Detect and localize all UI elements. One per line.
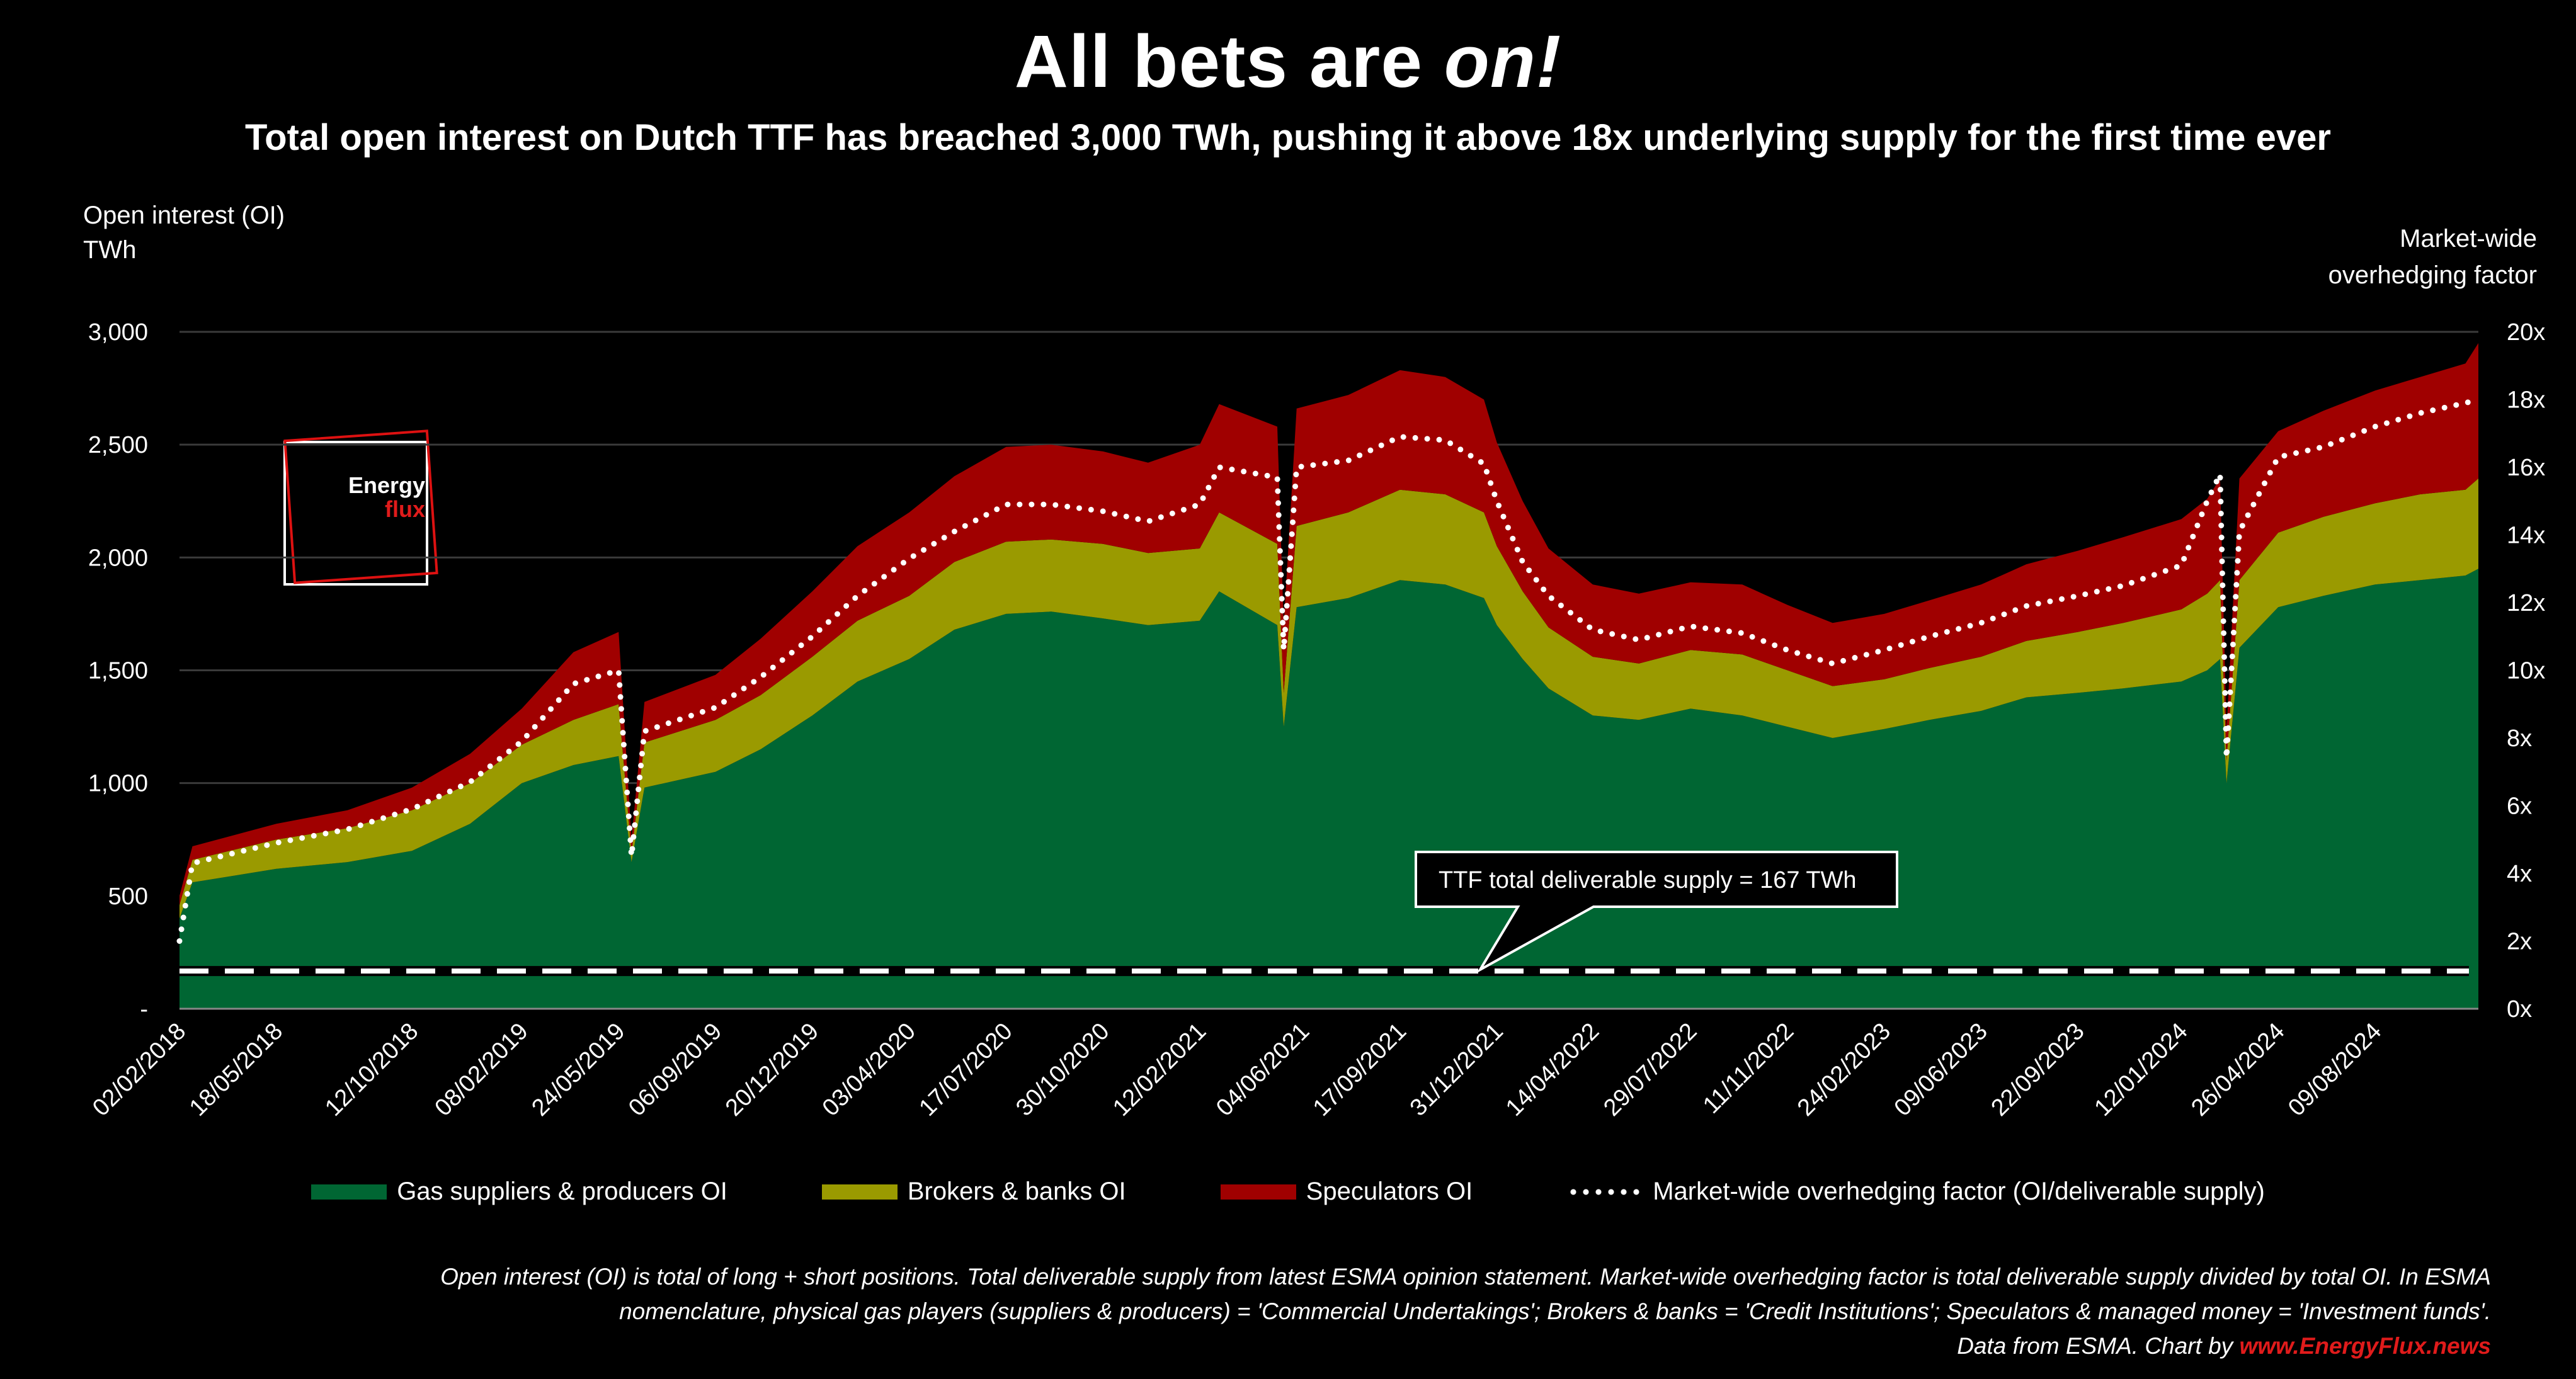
legend-item-gas: Gas suppliers & producers OI (311, 1178, 727, 1206)
legend-swatch (1220, 1184, 1296, 1200)
x-tick-label: 11/11/2022 (1698, 1018, 1799, 1119)
chart-plot: - 500 1,000 1,500 2,000 2,500 3,000 0x 2x 4x 6x 8x… (83, 201, 2545, 1121)
x-tick-label: 06/09/2019 (624, 1018, 727, 1121)
y-tick-label: 1,000 (88, 771, 148, 797)
chart-title: All bets are on! (1014, 20, 1562, 103)
x-tick-label: 09/08/2024 (2283, 1018, 2386, 1121)
y2-tick-label: 12x (2507, 590, 2545, 616)
stacked-areas (180, 343, 2478, 1010)
y-axis-label: Open interest (OI) (83, 201, 285, 229)
x-tick-label: 17/07/2020 (915, 1018, 1018, 1121)
y2-axis-label: Market-wide (2400, 225, 2537, 253)
legend-item-factor: Market-wide overhedging factor (OI/deliv… (1567, 1178, 2265, 1206)
y2-tick-label: 6x (2507, 793, 2532, 820)
legend-item-brokers: Brokers & banks OI (821, 1178, 1126, 1206)
y2-axis-label-2: overhedging factor (2328, 261, 2537, 289)
y2-tick-label: 10x (2507, 658, 2545, 684)
y-axis-unit: TWh (83, 236, 136, 264)
y2-tick-label: 4x (2507, 861, 2532, 887)
y2-tick-label: 14x (2507, 523, 2545, 549)
y2-tick-label: 18x (2507, 387, 2545, 414)
y2-tick-label: 2x (2507, 929, 2532, 955)
legend-item-spec: Speculators OI (1220, 1178, 1473, 1206)
y2-tick-label: 8x (2507, 725, 2532, 752)
y-tick-label: 2,000 (88, 545, 148, 571)
legend: Gas suppliers & producers OI Brokers & b… (0, 1178, 2576, 1206)
y-tick-label: 2,500 (88, 432, 148, 458)
x-tick-label: 20/12/2019 (721, 1018, 824, 1121)
y2-axis-ticks: 0x 2x 4x 6x 8x 10x 12x 14x 16x 18x 20x (2507, 319, 2545, 1023)
energyflux-logo: Energy flux (283, 429, 438, 589)
x-tick-label: 31/12/2021 (1405, 1018, 1508, 1121)
legend-swatch (311, 1184, 387, 1200)
x-tick-label: 12/01/2024 (2090, 1018, 2193, 1121)
x-tick-label: 08/02/2019 (430, 1018, 533, 1121)
x-tick-label: 12/02/2021 (1108, 1018, 1211, 1121)
x-tick-label: 09/06/2023 (1889, 1018, 1993, 1121)
x-tick-label: 30/10/2020 (1011, 1018, 1114, 1121)
overhedging-factor-series (176, 397, 2482, 944)
area-brokers (180, 478, 2478, 919)
area-spec (180, 343, 2478, 905)
y-axis-ticks: - 500 1,000 1,500 2,000 2,500 3,000 (88, 319, 148, 1023)
y2-tick-label: 0x (2507, 996, 2532, 1023)
x-tick-label: 29/07/2022 (1599, 1018, 1702, 1121)
x-tick-label: 18/05/2018 (185, 1018, 288, 1121)
x-tick-label: 17/09/2021 (1308, 1018, 1411, 1121)
annotation-text: TTF total deliverable supply = 167 TWh (1439, 867, 1857, 894)
supply-annotation: TTF total deliverable supply = 167 TWh (1415, 851, 1898, 973)
y-tick-label: - (140, 996, 148, 1023)
legend-dots (1567, 1188, 1643, 1195)
y-tick-label: 1,500 (88, 658, 148, 684)
brand-link[interactable]: www.EnergyFlux.news (2239, 1333, 2491, 1359)
x-tick-label: 04/06/2021 (1211, 1018, 1314, 1121)
y2-tick-label: 16x (2507, 455, 2545, 481)
y2-tick-label: 20x (2507, 319, 2545, 346)
area-gas (180, 569, 2478, 1009)
y-tick-label: 3,000 (88, 319, 148, 346)
x-tick-label: 12/10/2018 (320, 1018, 423, 1121)
x-tick-label: 24/05/2019 (527, 1018, 630, 1121)
x-tick-label: 14/04/2022 (1501, 1018, 1604, 1121)
x-tick-label: 02/02/2018 (88, 1018, 191, 1121)
footnote: Open interest (OI) is total of long + sh… (440, 1264, 2491, 1359)
x-tick-label: 22/09/2023 (1986, 1018, 2090, 1121)
x-tick-label: 26/04/2024 (2186, 1018, 2289, 1121)
factor-line (176, 397, 2482, 944)
x-tick-label: 24/02/2023 (1792, 1018, 1896, 1121)
chart-subtitle: Total open interest on Dutch TTF has bre… (245, 117, 2331, 158)
y-tick-label: 500 (108, 883, 148, 910)
legend-swatch (821, 1184, 898, 1200)
x-tick-label: 03/04/2020 (818, 1018, 921, 1121)
